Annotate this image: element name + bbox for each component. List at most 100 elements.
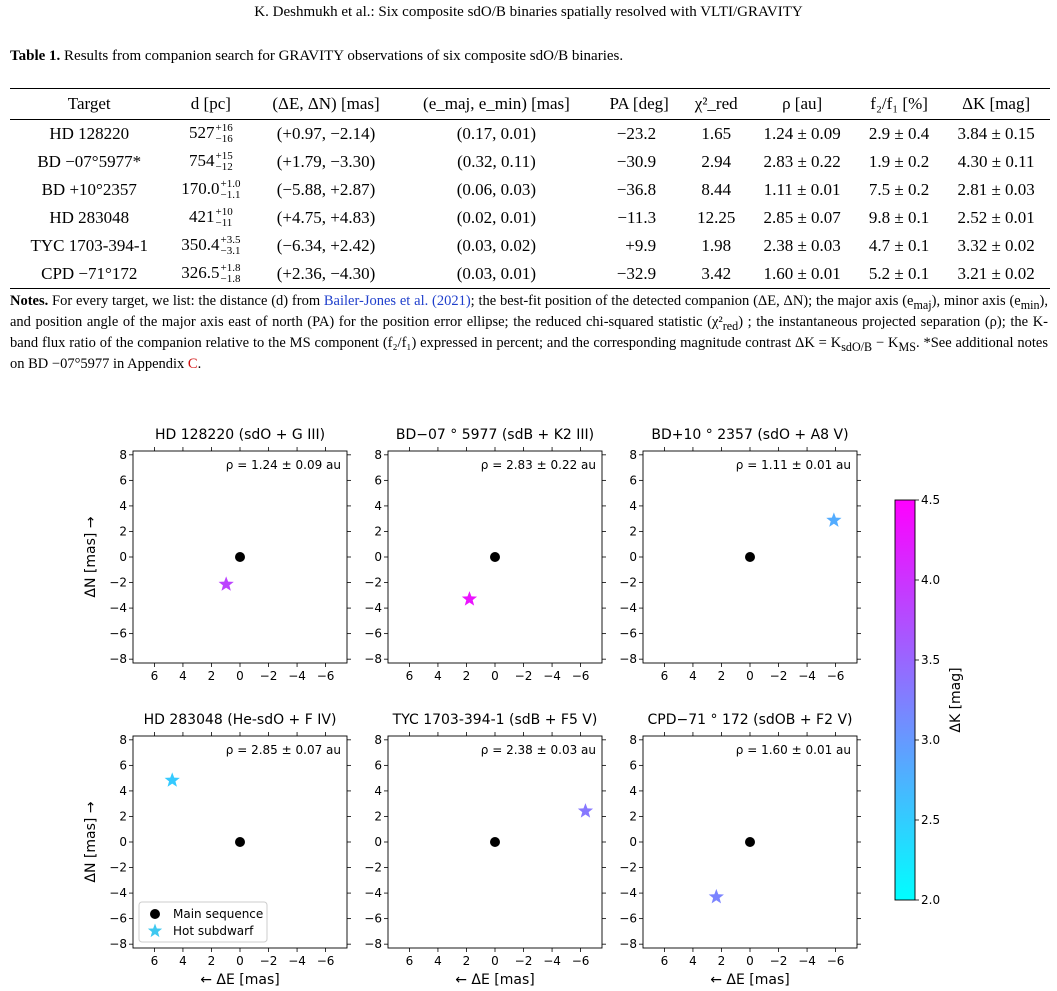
distance-uncertainty: +10 −11 bbox=[216, 207, 233, 229]
distance-uncertainty: +3.5 −3.1 bbox=[221, 235, 241, 257]
cell-target: BD +10°2357 bbox=[41, 180, 137, 199]
y-tick-label: 0 bbox=[374, 835, 382, 849]
x-axis-label: ← ΔE [mas] bbox=[455, 972, 535, 988]
y-tick-label: 6 bbox=[629, 758, 637, 772]
appendix-link[interactable]: C bbox=[187, 355, 198, 372]
distance-upper: +1.8 bbox=[220, 262, 241, 275]
cell-rho: 2.83 ± 0.22 bbox=[763, 152, 841, 171]
legend-main-sequence-label: Main sequence bbox=[173, 907, 263, 921]
y-tick-label: 4 bbox=[374, 784, 382, 798]
notes-text: . bbox=[197, 355, 202, 372]
y-tick-label: 2 bbox=[374, 809, 382, 823]
cell-flux-ratio: 7.5 ± 0.2 bbox=[868, 180, 930, 199]
cell-delta-k: 4.30 ± 0.11 bbox=[957, 152, 1035, 171]
notes-subscript: sdO/B bbox=[841, 339, 873, 354]
cell-offset: (−5.88, +2.87) bbox=[276, 180, 376, 199]
notes-subscript: MS bbox=[898, 339, 916, 354]
distance-upper: +3.5 bbox=[220, 234, 241, 247]
distance-lower: −1.8 bbox=[220, 273, 241, 286]
x-tick-label: −4 bbox=[798, 954, 816, 968]
x-tick-label: 2 bbox=[463, 669, 471, 683]
distance-lower: −16 bbox=[215, 133, 233, 146]
colorbar-tick-label: 3.5 bbox=[921, 653, 940, 667]
x-tick-label: −2 bbox=[515, 954, 533, 968]
y-tick-label: −6 bbox=[364, 912, 382, 926]
y-tick-label: 0 bbox=[119, 550, 127, 564]
col-header-chi2: χ²_red bbox=[684, 88, 749, 120]
x-tick-label: −6 bbox=[827, 669, 845, 683]
cell-target: CPD −71°172 bbox=[10, 260, 169, 289]
x-tick-label: −6 bbox=[317, 954, 335, 968]
notes-text: ; the best-fit position of the detected … bbox=[470, 293, 914, 309]
distance-uncertainty: +16 −16 bbox=[216, 123, 233, 145]
y-tick-label: −2 bbox=[109, 861, 127, 875]
distance-uncertainty: +1.8 −1.8 bbox=[221, 263, 241, 285]
cell-rho: 1.60 ± 0.01 bbox=[748, 260, 856, 289]
cell-distance: 527 +16 −16 bbox=[168, 120, 253, 149]
running-head: K. Deshmukh et al.: Six composite sdO/B … bbox=[254, 4, 803, 20]
y-tick-label: −2 bbox=[619, 861, 637, 875]
panel-title: TYC 1703-394-1 (sdB + F5 V) bbox=[392, 712, 598, 728]
distance-value: 527 bbox=[189, 122, 215, 142]
y-tick-label: −4 bbox=[109, 601, 127, 615]
y-tick-label: 0 bbox=[374, 550, 382, 564]
x-tick-label: −2 bbox=[260, 954, 278, 968]
cell-target: HD 128220 bbox=[49, 124, 130, 143]
y-tick-label: 0 bbox=[119, 835, 127, 849]
hot-subdwarf-star bbox=[218, 576, 234, 591]
distance-uncertainty: +15 −12 bbox=[216, 151, 233, 173]
col-header-target: Target bbox=[10, 88, 169, 120]
cell-pa: +9.9 bbox=[625, 236, 657, 255]
y-tick-label: 2 bbox=[119, 809, 127, 823]
legend-hot-subdwarf-label: Hot subdwarf bbox=[173, 924, 254, 938]
main-sequence-point bbox=[745, 837, 755, 847]
citation-link[interactable]: Bailer-Jones et al. (2021) bbox=[323, 293, 471, 309]
hot-subdwarf-star bbox=[826, 512, 842, 527]
x-tick-label: 6 bbox=[151, 954, 159, 968]
table-body: HD 128220 527 +16 −16 (+0.97, −2.14) (0.17, 0… bbox=[10, 120, 1050, 289]
notes-text: − K bbox=[872, 334, 899, 351]
x-tick-label: 6 bbox=[151, 669, 159, 683]
table-row: HD 283048 421 +10 −11 (+4.75, +4.83) (0.02, 0… bbox=[10, 204, 1050, 232]
cell-flux-ratio: 4.7 ± 0.1 bbox=[868, 236, 930, 255]
y-tick-label: 4 bbox=[629, 784, 637, 798]
cell-distance: 350.4 +3.5 −3.1 bbox=[168, 232, 253, 260]
y-tick-label: 4 bbox=[119, 784, 127, 798]
cell-delta-k: 3.84 ± 0.15 bbox=[957, 124, 1035, 143]
cell-delta-k: 3.21 ± 0.02 bbox=[942, 260, 1050, 289]
y-tick-label: 8 bbox=[119, 733, 127, 747]
colorbar-tick-label: 2.0 bbox=[921, 893, 940, 907]
cell-distance: 754 +15 −12 bbox=[168, 148, 253, 176]
cell-error-ellipse: (0.03, 0.02) bbox=[456, 236, 537, 255]
cell-pa: −23.2 bbox=[616, 124, 657, 143]
y-tick-label: −6 bbox=[364, 627, 382, 641]
x-tick-label: 4 bbox=[179, 954, 187, 968]
hot-subdwarf-star bbox=[164, 772, 180, 787]
results-table: Target d [pc] (ΔE, ΔN) [mas] (e_maj, e_m… bbox=[10, 88, 1050, 289]
cell-distance: 326.5 +1.8 −1.8 bbox=[168, 260, 254, 289]
y-tick-label: 2 bbox=[374, 524, 382, 538]
distance-upper: +10 bbox=[215, 206, 233, 219]
cell-rho: 2.38 ± 0.03 bbox=[763, 236, 841, 255]
notes-subscript: min bbox=[1020, 297, 1040, 312]
table-notes: Notes. For every target, we list: the di… bbox=[10, 293, 1048, 373]
hot-subdwarf-star bbox=[708, 888, 724, 904]
panel-title: CPD−71 ° 172 (sdOB + F2 V) bbox=[648, 712, 853, 728]
table-row: BD +10°2357 170.0 +1.0 −1.1 (−5.88, +2.87) (0… bbox=[10, 176, 1050, 204]
x-tick-label: −2 bbox=[515, 669, 533, 683]
y-tick-label: 0 bbox=[629, 550, 637, 564]
y-axis-label: ΔN [mas] → bbox=[83, 801, 99, 882]
y-tick-label: −4 bbox=[364, 601, 382, 615]
notes-text: ), minor axis (e bbox=[931, 293, 1021, 309]
distance-lower: −11 bbox=[215, 217, 233, 230]
col-header-pa: PA [deg] bbox=[594, 88, 685, 120]
main-sequence-point bbox=[490, 552, 500, 562]
x-tick-label: −6 bbox=[572, 669, 590, 683]
cell-error-ellipse: (0.17, 0.01) bbox=[456, 124, 537, 143]
legend-hot-subdwarf-marker bbox=[147, 923, 163, 938]
cell-chi2: 12.25 bbox=[697, 208, 736, 227]
x-tick-label: 4 bbox=[434, 954, 442, 968]
cell-chi2: 2.94 bbox=[701, 152, 732, 171]
colorbar-tick-label: 2.5 bbox=[921, 813, 940, 827]
x-tick-label: 0 bbox=[236, 954, 244, 968]
